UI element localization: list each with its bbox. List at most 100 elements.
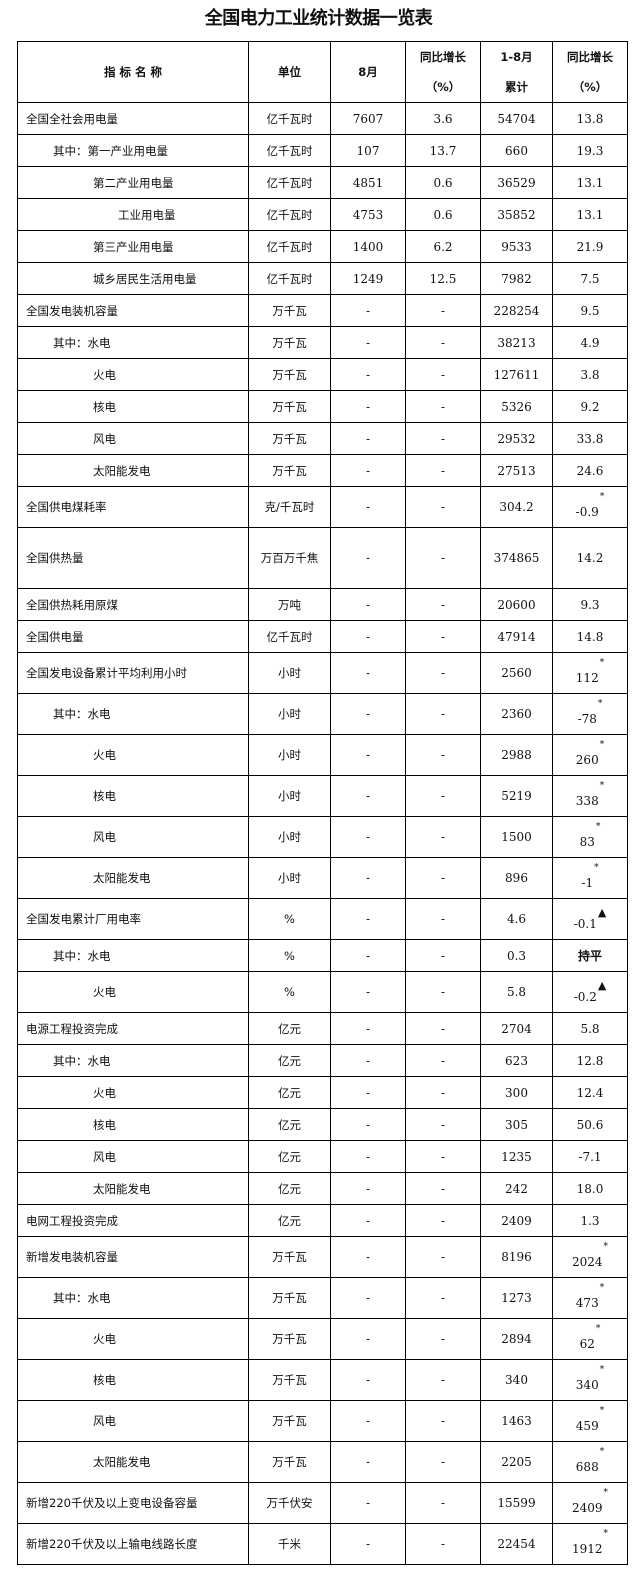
unit-cell-text: 亿元 bbox=[278, 1021, 301, 1036]
month-value: 1400 bbox=[330, 230, 406, 263]
month-yoy-value: - bbox=[405, 1523, 481, 1565]
month-yoy-value: - bbox=[405, 358, 481, 391]
indicator-name: 全国发电设备累计平均利用小时 bbox=[17, 652, 249, 694]
indicator-name-text: 其中：第一产业用电量 bbox=[53, 143, 168, 158]
month-value: 4851 bbox=[330, 166, 406, 199]
indicator-name: 第三产业用电量 bbox=[17, 230, 249, 263]
cumulative-yoy-value: 12.8 bbox=[552, 1044, 628, 1077]
month-yoy-value: - bbox=[405, 1140, 481, 1173]
month-yoy-value: - bbox=[405, 1441, 481, 1483]
cumulative-value: 2704 bbox=[480, 1012, 553, 1045]
cumulative-value-text: 242 bbox=[505, 1181, 528, 1196]
cumulative-yoy-value-text: 12.8 bbox=[576, 1053, 604, 1068]
indicator-name-text: 太阳能发电 bbox=[93, 871, 151, 885]
asterisk-note-icon: * bbox=[599, 1283, 605, 1293]
indicator-name: 全国供电量 bbox=[17, 620, 249, 653]
month-yoy-value: - bbox=[405, 898, 481, 940]
cumulative-yoy-value: 340* bbox=[552, 1359, 628, 1401]
indicator-name: 火电 bbox=[17, 1076, 249, 1109]
month-value-text: - bbox=[365, 1117, 371, 1132]
indicator-name-text: 太阳能发电 bbox=[93, 1455, 151, 1469]
month-value-text: - bbox=[365, 1455, 371, 1469]
unit-cell-text: 万千瓦 bbox=[272, 1455, 307, 1469]
month-yoy-value: - bbox=[405, 1318, 481, 1360]
indicator-name: 风电 bbox=[17, 816, 249, 858]
unit-cell-text: 亿元 bbox=[278, 1149, 301, 1164]
indicator-name-text: 全国发电设备累计平均利用小时 bbox=[26, 666, 187, 680]
cumulative-value-text: 35852 bbox=[497, 207, 536, 222]
cumulative-yoy-value: -7.1 bbox=[552, 1140, 628, 1173]
month-yoy-value-text: - bbox=[440, 912, 446, 926]
cumulative-value: 7982 bbox=[480, 262, 553, 295]
unit-cell-text: 亿千瓦时 bbox=[266, 143, 313, 158]
cumulative-value-text: 228254 bbox=[493, 303, 540, 318]
table-body: 全国全社会用电量 亿千瓦时 7607 3.6 54704 13.8 其中：第一产业用电量 亿千… bbox=[17, 102, 628, 1565]
unit-cell: 万千瓦 bbox=[248, 1277, 331, 1319]
table-row: 其中：水电 万千瓦 - - 38213 4.9 bbox=[17, 326, 628, 359]
indicator-name: 火电 bbox=[17, 734, 249, 776]
cumulative-value-text: 8196 bbox=[501, 1250, 532, 1264]
cumulative-yoy-value-text: 33.8 bbox=[576, 431, 604, 446]
asterisk-note-icon: * bbox=[603, 1488, 609, 1498]
unit-cell-text: 万千瓦 bbox=[272, 303, 307, 318]
month-yoy-value-text: 6.2 bbox=[433, 239, 453, 254]
unit-cell: 小时 bbox=[248, 857, 331, 899]
table-row: 火电 万千瓦 - - 127611 3.8 bbox=[17, 358, 628, 391]
header-cumulative-yoy: 同比增长 （%） bbox=[552, 41, 628, 103]
month-yoy-value: - bbox=[405, 1204, 481, 1237]
unit-cell-text: 千米 bbox=[278, 1537, 301, 1551]
indicator-name: 其中：水电 bbox=[17, 326, 249, 359]
cumulative-yoy-value-text: 338 bbox=[575, 794, 599, 808]
unit-cell: 万千瓦 bbox=[248, 358, 331, 391]
indicator-name-text: 城乡居民生活用电量 bbox=[93, 271, 197, 286]
cumulative-value: 300 bbox=[480, 1076, 553, 1109]
month-value-text: 1400 bbox=[352, 239, 384, 254]
unit-cell: 小时 bbox=[248, 693, 331, 735]
cumulative-yoy-value-text: 13.1 bbox=[576, 207, 604, 222]
unit-cell-text: 亿元 bbox=[278, 1213, 301, 1228]
cumulative-yoy-value: 持平 bbox=[552, 939, 628, 972]
unit-cell: 亿元 bbox=[248, 1204, 331, 1237]
cumulative-value-text: 4.6 bbox=[506, 912, 527, 926]
month-value: - bbox=[330, 1523, 406, 1565]
cumulative-value-text: 2409 bbox=[501, 1213, 532, 1228]
cumulative-yoy-value-text: 473 bbox=[575, 1296, 599, 1310]
month-yoy-value-text: - bbox=[440, 1373, 446, 1387]
cumulative-value: 374865 bbox=[480, 527, 553, 589]
indicator-name: 火电 bbox=[17, 971, 249, 1013]
indicator-name-text: 火电 bbox=[93, 1332, 116, 1346]
month-value-text: - bbox=[365, 666, 371, 680]
cumulative-value: 1463 bbox=[480, 1400, 553, 1442]
month-yoy-value-text: - bbox=[440, 1213, 446, 1228]
header-row: 指 标 名 称 单位 8月 同比增长 （%） 1-8月 累计 同比增长 （%） bbox=[17, 41, 628, 103]
table-row: 新增发电装机容量 万千瓦 - - 8196 2024* bbox=[17, 1236, 628, 1278]
cumulative-yoy-value: 14.2 bbox=[552, 527, 628, 589]
month-yoy-value-text: - bbox=[440, 1250, 446, 1264]
asterisk-note-icon: * bbox=[599, 1447, 605, 1457]
table-row: 太阳能发电 万千瓦 - - 2205 688* bbox=[17, 1441, 628, 1483]
table-row: 其中：水电 万千瓦 - - 1273 473* bbox=[17, 1277, 628, 1319]
month-value: - bbox=[330, 422, 406, 455]
unit-cell-text: % bbox=[284, 948, 295, 963]
month-value-text: - bbox=[365, 912, 371, 926]
month-value-text: - bbox=[365, 303, 371, 318]
month-yoy-value: - bbox=[405, 527, 481, 589]
unit-cell-text: % bbox=[284, 912, 295, 926]
cumulative-yoy-value: 9.5 bbox=[552, 294, 628, 327]
cumulative-yoy-value: 13.1 bbox=[552, 166, 628, 199]
cumulative-value: 127611 bbox=[480, 358, 553, 391]
indicator-name: 火电 bbox=[17, 1318, 249, 1360]
indicator-name-text: 其中：水电 bbox=[53, 1291, 111, 1305]
month-value: 7607 bbox=[330, 102, 406, 135]
month-yoy-value: - bbox=[405, 390, 481, 423]
cumulative-value: 1273 bbox=[480, 1277, 553, 1319]
unit-cell: 亿元 bbox=[248, 1044, 331, 1077]
cumulative-value: 8196 bbox=[480, 1236, 553, 1278]
cumulative-yoy-value: 4.9 bbox=[552, 326, 628, 359]
month-yoy-value-text: 0.6 bbox=[433, 175, 453, 190]
indicator-name-text: 核电 bbox=[93, 1117, 116, 1132]
cumulative-yoy-value: 112* bbox=[552, 652, 628, 694]
cumulative-value-text: 340 bbox=[505, 1373, 528, 1387]
unit-cell-text: 亿千瓦时 bbox=[266, 629, 313, 644]
unit-cell-text: 万千瓦 bbox=[272, 1291, 307, 1305]
